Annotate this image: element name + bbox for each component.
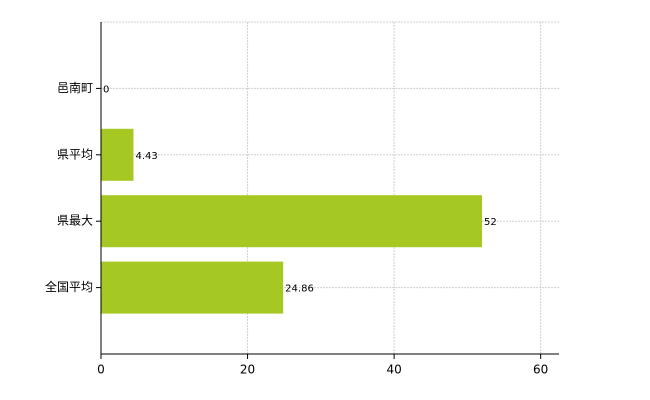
- y-tick-label: 全国平均: [45, 279, 93, 294]
- bar: [101, 195, 483, 248]
- x-tick-label: 20: [240, 363, 255, 377]
- y-tick-label: 邑南町: [57, 80, 93, 95]
- value-label: 4.43: [135, 151, 157, 162]
- value-label: 52: [484, 217, 497, 228]
- bar: [101, 261, 284, 314]
- x-tick-label: 0: [97, 363, 105, 377]
- y-tick-label: 県平均: [57, 147, 93, 161]
- x-tick-label: 60: [533, 363, 548, 377]
- bar: [101, 128, 134, 181]
- value-label: 24.86: [285, 284, 314, 295]
- y-tick-label: 県最大: [57, 214, 93, 228]
- x-tick-label: 40: [386, 363, 401, 377]
- value-label: 0: [103, 84, 109, 95]
